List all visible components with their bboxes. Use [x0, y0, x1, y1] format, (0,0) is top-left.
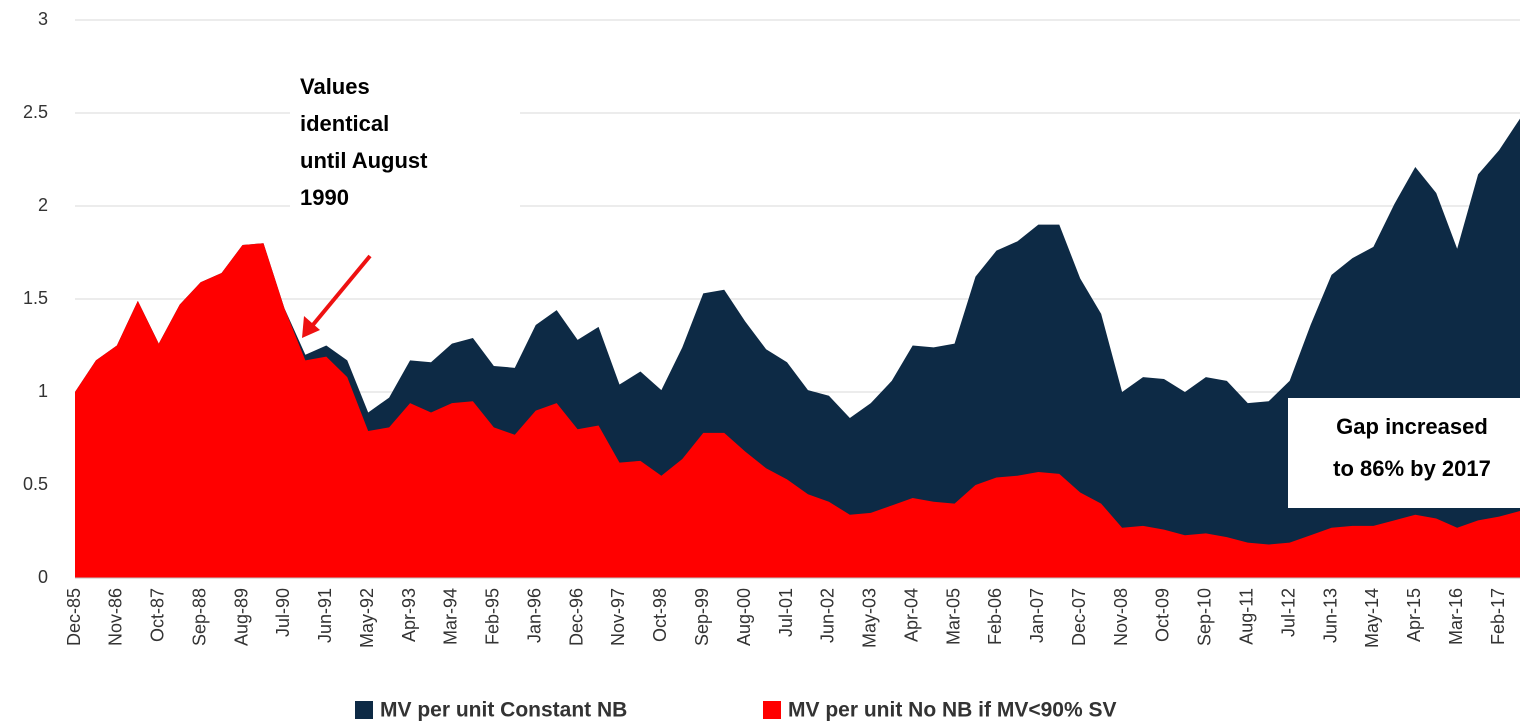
x-tick-label: Feb-06 — [985, 588, 1005, 645]
annotation: identical — [300, 111, 389, 136]
x-tick-label: May-14 — [1362, 588, 1382, 648]
y-tick-label: 1 — [38, 381, 48, 401]
y-tick-label: 3 — [38, 9, 48, 29]
x-tick-label: Oct-87 — [148, 588, 168, 642]
x-tick-label: Jul-01 — [776, 588, 796, 637]
x-tick-label: Jun-91 — [315, 588, 335, 643]
annotation-box — [290, 66, 520, 246]
x-tick-label: Jan-96 — [524, 588, 544, 643]
y-tick-label: 0 — [38, 567, 48, 587]
x-tick-label: Jun-02 — [818, 588, 838, 643]
x-tick-label: Sep-10 — [1195, 588, 1215, 646]
annotation: Values — [300, 74, 370, 99]
x-tick-label: Feb-17 — [1488, 588, 1508, 645]
x-tick-label: Aug-11 — [1237, 588, 1257, 645]
x-tick-label: Nov-08 — [1111, 588, 1131, 646]
y-tick-label: 2.5 — [23, 102, 48, 122]
annotation: 1990 — [300, 185, 349, 210]
annotation: until August — [300, 148, 428, 173]
x-tick-label: Aug-89 — [231, 588, 251, 646]
x-tick-label: Aug-00 — [734, 588, 754, 646]
annotation-box — [1288, 398, 1520, 508]
x-tick-label: Oct-98 — [650, 588, 670, 642]
x-tick-label: Mar-16 — [1446, 588, 1466, 645]
annotation-arrow — [310, 254, 372, 328]
annotation: to 86% by 2017 — [1333, 456, 1491, 481]
y-tick-label: 2 — [38, 195, 48, 215]
x-tick-label: Feb-95 — [483, 588, 503, 645]
x-tick-label: Nov-97 — [608, 588, 628, 646]
legend-label: MV per unit Constant NB — [380, 699, 627, 722]
x-tick-label: Sep-88 — [189, 588, 209, 646]
x-tick-label: Jul-12 — [1278, 588, 1298, 637]
legend-swatch — [763, 701, 781, 719]
x-tick-label: Mar-05 — [943, 588, 963, 645]
annotation: Gap increased — [1336, 414, 1488, 439]
annotation-arrowhead — [302, 316, 320, 338]
x-tick-label: Sep-99 — [692, 588, 712, 646]
legend-label: MV per unit No NB if MV<90% SV — [788, 699, 1116, 722]
x-tick-label: Dec-85 — [64, 588, 84, 646]
x-tick-label: Oct-09 — [1153, 588, 1173, 642]
x-tick-label: Dec-07 — [1069, 588, 1089, 646]
x-tick-label: Dec-96 — [566, 588, 586, 646]
y-tick-label: 1.5 — [23, 288, 48, 308]
y-tick-label: 0.5 — [23, 474, 48, 494]
x-tick-label: Apr-93 — [399, 588, 419, 642]
x-tick-label: Jul-90 — [273, 588, 293, 637]
x-tick-label: Jun-13 — [1320, 588, 1340, 643]
x-tick-label: Apr-15 — [1404, 588, 1424, 642]
legend-swatch — [355, 701, 373, 719]
x-tick-label: May-92 — [357, 588, 377, 648]
x-tick-label: Mar-94 — [441, 588, 461, 645]
x-tick-label: Nov-86 — [106, 588, 126, 646]
x-tick-label: May-03 — [860, 588, 880, 648]
area — [75, 243, 1520, 578]
x-tick-label: Jan-07 — [1027, 588, 1047, 643]
x-tick-label: Apr-04 — [901, 588, 921, 642]
